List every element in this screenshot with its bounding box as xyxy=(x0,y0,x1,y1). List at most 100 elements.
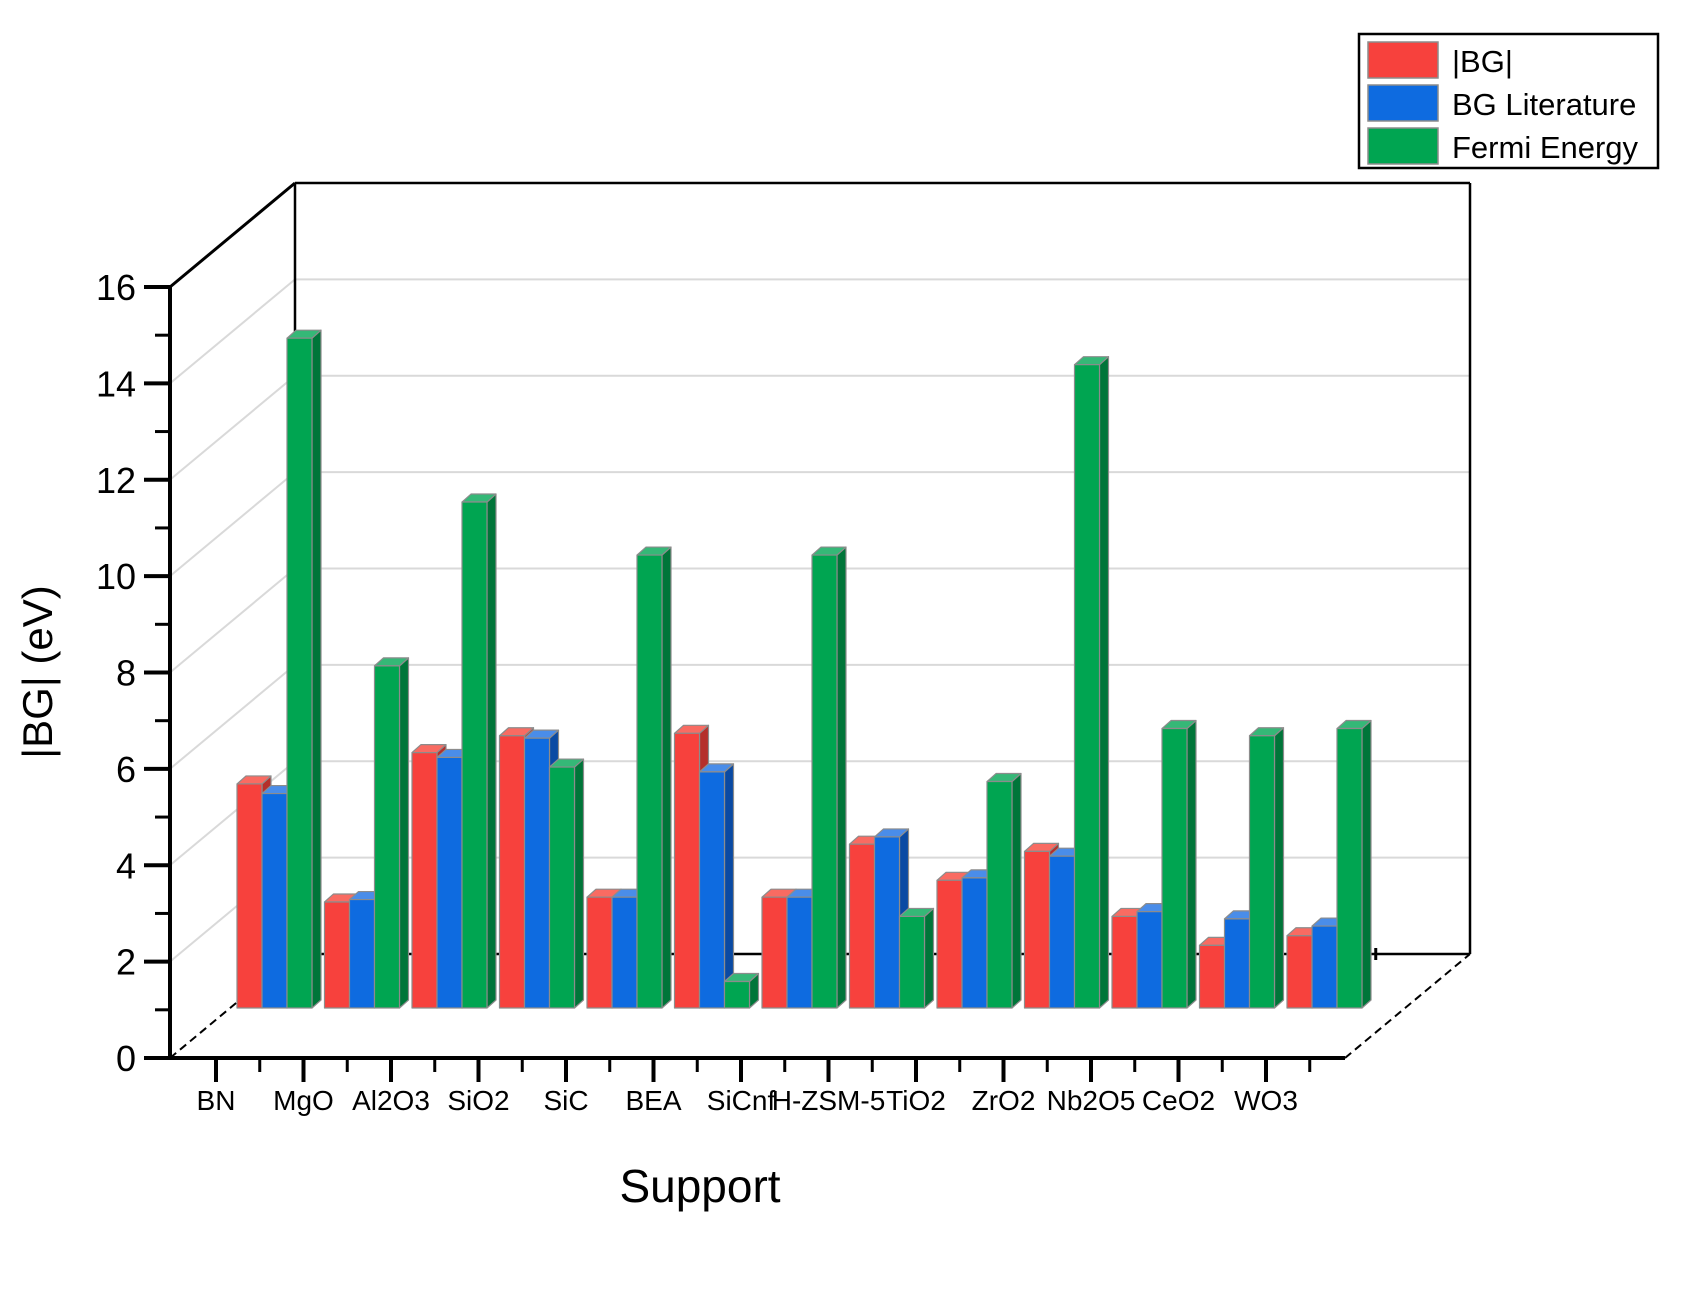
gridline-left-wall xyxy=(169,567,296,674)
bar-fermi-energy-sicnf xyxy=(811,546,847,1009)
bar-front-face xyxy=(786,896,813,1009)
bar-front-face xyxy=(1286,935,1313,1009)
legend-label-fermi-energy: Fermi Energy xyxy=(1452,130,1639,165)
bar-front-face xyxy=(611,896,638,1009)
bar-front-face xyxy=(961,877,988,1009)
bar-fermi-energy-al2o3 xyxy=(461,493,497,1009)
bar-front-face xyxy=(986,780,1013,1009)
y-tick-label: 10 xyxy=(96,556,136,597)
x-tick-label: SiC xyxy=(543,1085,588,1116)
gridline-left-wall xyxy=(169,760,296,867)
legend-label-bg-literature: BG Literature xyxy=(1452,87,1636,122)
bar-front-face xyxy=(1311,925,1338,1009)
y-tick-label: 6 xyxy=(116,749,136,790)
x-tick-label: MgO xyxy=(273,1085,334,1116)
legend-swatch-bg xyxy=(1367,41,1439,79)
gridline-left-wall xyxy=(169,664,296,770)
bar-side-face xyxy=(836,546,847,1009)
bar-bg-literature-bea xyxy=(698,763,735,1009)
bar-front-face xyxy=(436,756,463,1009)
bar-front-face xyxy=(261,792,288,1009)
bar-side-face xyxy=(661,546,672,1009)
bar-front-face xyxy=(373,665,401,1009)
y-tick-label: 8 xyxy=(116,653,136,694)
y-axis-title: |BG| (eV) xyxy=(14,585,61,759)
bar-fermi-energy-sio2 xyxy=(548,758,585,1009)
bar-front-face xyxy=(698,771,726,1009)
bar-side-face xyxy=(1186,719,1197,1009)
bar-side-face xyxy=(398,657,410,1009)
bar-front-face xyxy=(636,554,663,1009)
bar-front-face xyxy=(1048,855,1076,1009)
x-axis-title: Support xyxy=(619,1160,780,1212)
gridline-left-wall xyxy=(169,471,296,577)
legend: |BG| BG Literature Fermi Energy xyxy=(1357,32,1660,170)
bar-side-face xyxy=(311,329,322,1009)
bar-front-face xyxy=(848,843,876,1009)
bar-front-face xyxy=(1161,727,1188,1009)
bar-side-face xyxy=(923,907,935,1009)
bar-fermi-energy-nb2o5 xyxy=(1161,719,1197,1009)
frame-bottom-right-diagonal xyxy=(1344,953,1471,1059)
legend-swatch-bg-literature xyxy=(1367,84,1439,122)
bar-front-face xyxy=(323,901,351,1009)
bar-fermi-energy-zro2 xyxy=(1073,356,1110,1009)
bar-front-face xyxy=(1248,735,1276,1009)
bar-front-face xyxy=(286,337,313,1009)
y-tick-label: 4 xyxy=(116,845,136,886)
bar-fermi-energy-mgo xyxy=(373,657,410,1009)
bar-front-face xyxy=(498,735,526,1009)
bar-front-face xyxy=(411,752,438,1009)
bar-front-face xyxy=(548,766,576,1009)
x-tick-label: Nb2O5 xyxy=(1047,1085,1136,1116)
bar-front-face xyxy=(723,980,751,1009)
y-tick-label: 16 xyxy=(96,267,136,308)
bar-front-face xyxy=(761,896,788,1009)
bar-front-face xyxy=(1198,944,1226,1009)
frame-top-left-diagonal xyxy=(169,181,296,289)
bar-front-face xyxy=(348,898,376,1009)
y-tick-label: 2 xyxy=(116,942,136,983)
bar-side-face xyxy=(1098,356,1110,1009)
bar-front-face xyxy=(1023,850,1051,1009)
y-tick-label: 0 xyxy=(116,1038,136,1079)
x-tick-label: TiO2 xyxy=(886,1085,946,1116)
x-tick-label: BEA xyxy=(625,1085,681,1116)
legend-swatch-fermi-energy xyxy=(1367,127,1439,165)
bar-front-face xyxy=(1336,727,1363,1009)
bar-fermi-energy-wo3 xyxy=(1336,719,1372,1009)
bar-fermi-energy-bea xyxy=(723,972,760,1009)
x-tick-label: SiCnf xyxy=(707,1085,776,1116)
y-tick-label: 14 xyxy=(96,363,136,404)
bar-front-face xyxy=(811,554,838,1009)
y-tick-label: 12 xyxy=(96,460,136,501)
bar-front-face xyxy=(1223,918,1251,1009)
bar-front-face xyxy=(586,896,613,1009)
x-tick-label: BN xyxy=(197,1085,236,1116)
bar-side-face xyxy=(1273,727,1285,1009)
gridline-left-wall xyxy=(169,278,296,385)
bars xyxy=(236,329,1372,1009)
bar-front-face xyxy=(673,732,701,1009)
x-tick-label: Al2O3 xyxy=(352,1085,430,1116)
bar-side-face xyxy=(723,763,735,1009)
bar-fermi-energy-ceo2 xyxy=(1248,727,1285,1009)
bar-fermi-energy-sic xyxy=(636,546,672,1009)
bar-front-face xyxy=(936,879,963,1009)
x-tick-label: CeO2 xyxy=(1142,1085,1215,1116)
bar-side-face xyxy=(1011,772,1022,1009)
bar-front-face xyxy=(898,915,926,1009)
bar-fermi-energy-h-zsm-5 xyxy=(898,907,935,1009)
bar-front-face xyxy=(523,737,551,1009)
gridline-left-wall xyxy=(169,374,296,481)
bar-fermi-energy-bn xyxy=(286,329,322,1009)
legend-label-bg: |BG| xyxy=(1452,44,1513,79)
bar-fermi-energy-tio2 xyxy=(986,772,1022,1009)
bar-front-face xyxy=(236,783,263,1009)
bar-front-face xyxy=(461,501,488,1009)
bar-front-face xyxy=(873,836,901,1009)
bar-front-face xyxy=(1136,911,1163,1009)
bar-front-face xyxy=(1111,915,1138,1009)
bar-side-face xyxy=(1361,719,1372,1009)
